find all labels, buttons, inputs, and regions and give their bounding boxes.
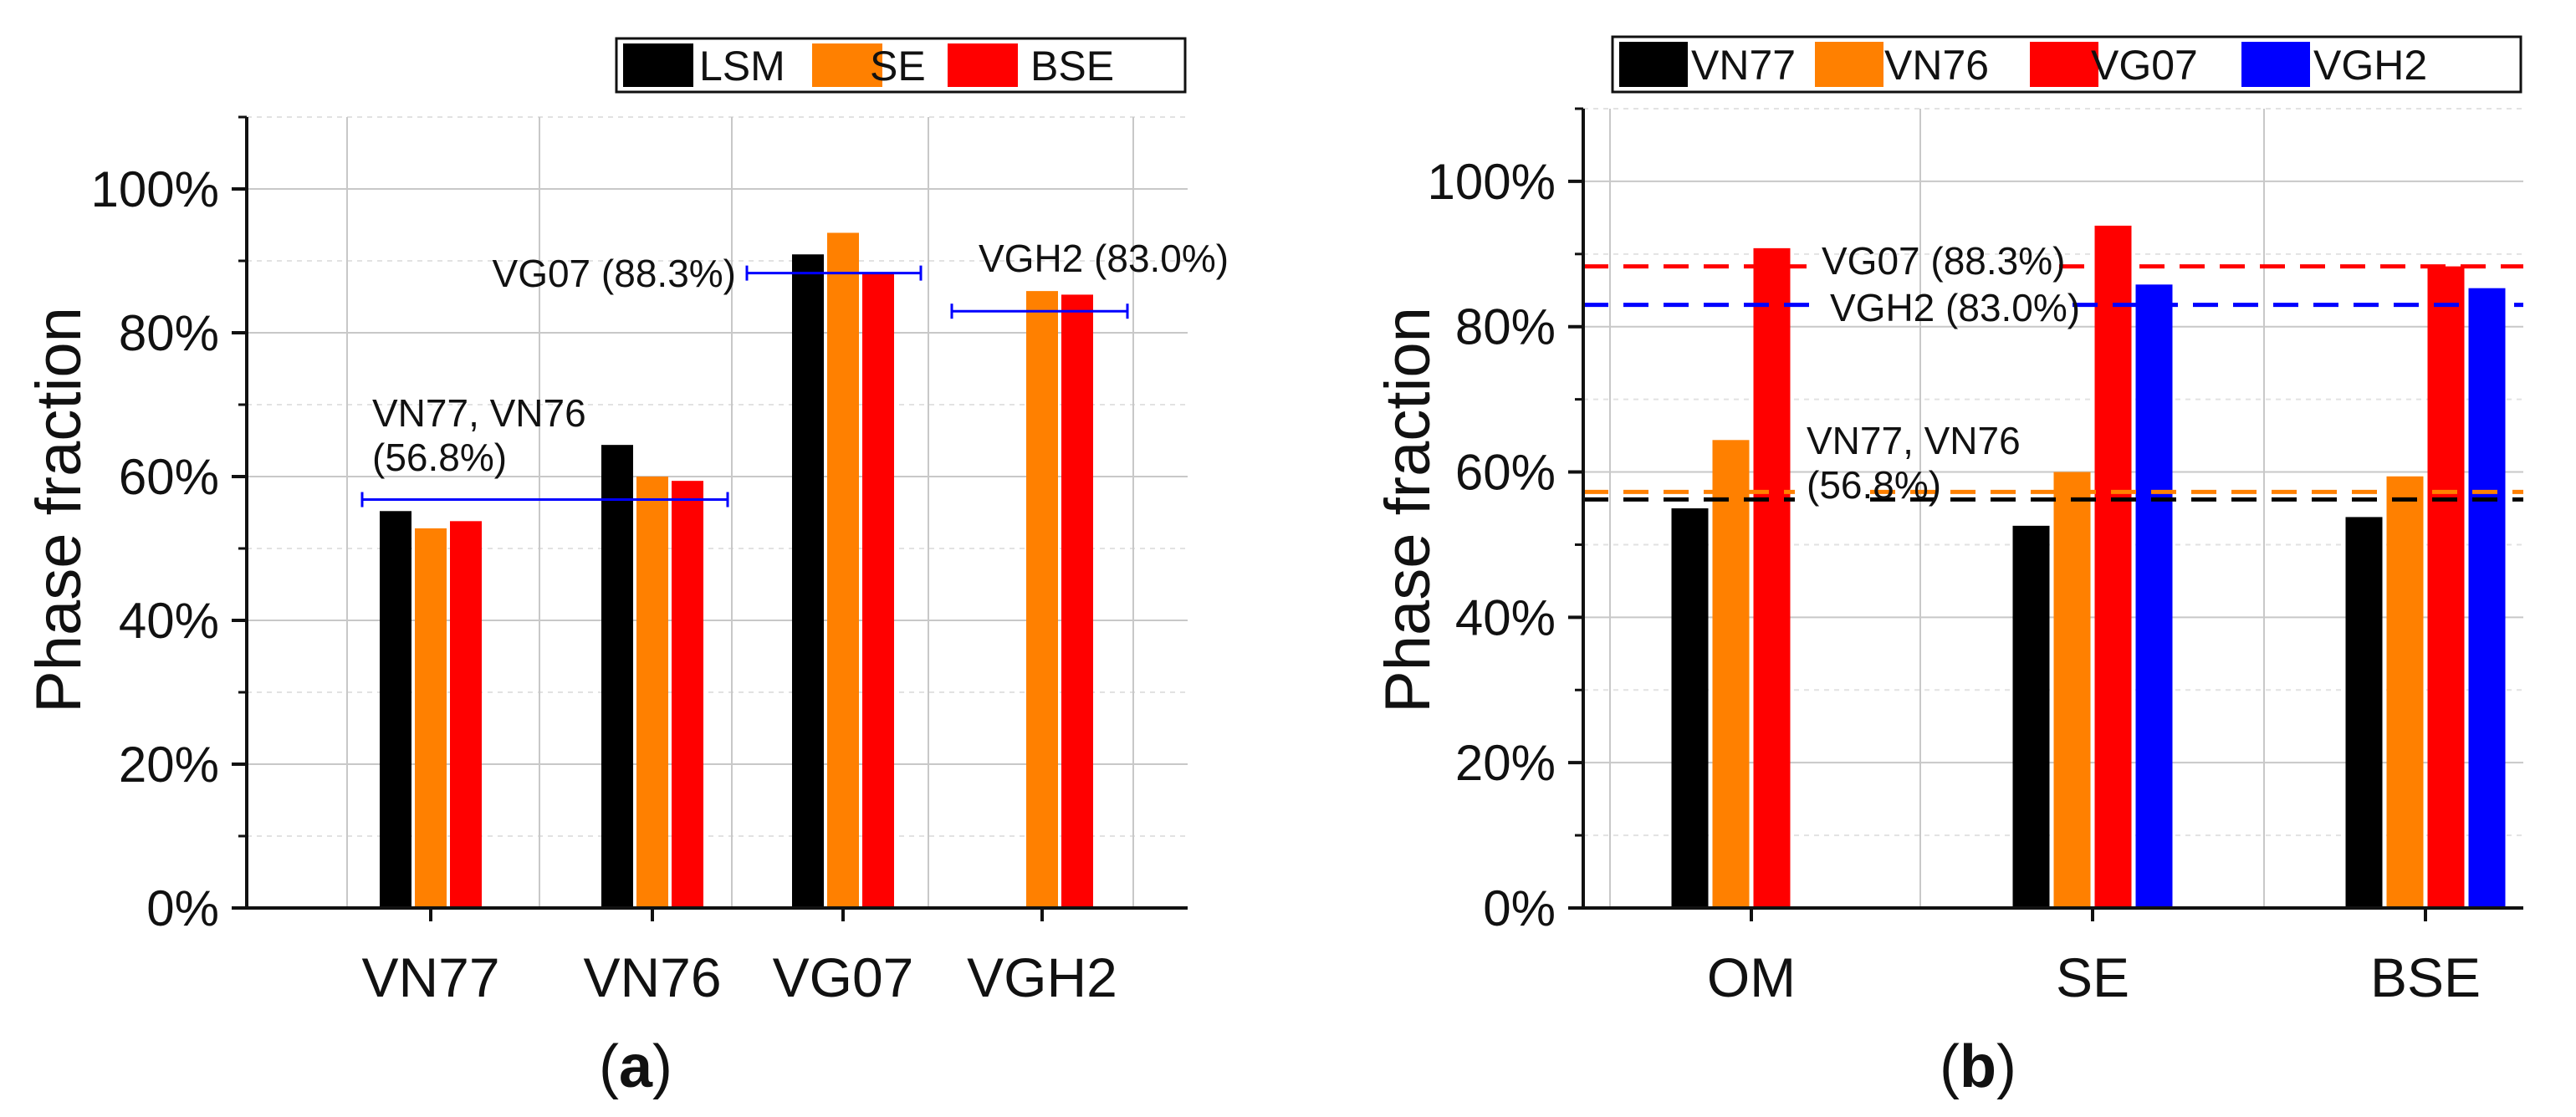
reference-line-label: (56.8%) xyxy=(1807,463,1941,507)
bar-vn77-bse xyxy=(2345,517,2383,908)
x-tick-label: VGH2 xyxy=(967,946,1117,1008)
y-tick-label: 60% xyxy=(119,449,219,505)
panel-label-letter: b xyxy=(1960,1033,1996,1100)
panel-label-close: ) xyxy=(1996,1033,2016,1100)
bar-vn76-se xyxy=(2053,472,2091,908)
x-tick-label: VN76 xyxy=(583,946,721,1008)
panel-label-open: ( xyxy=(599,1033,619,1100)
bar-vn76-om xyxy=(1712,440,1750,908)
legend-swatch-vgh2 xyxy=(2241,42,2310,87)
legend-swatch-vg07 xyxy=(2030,42,2098,87)
legend-label-bse: BSE xyxy=(1030,43,1114,89)
panel-label: (b) xyxy=(1940,1033,2016,1100)
bar-vgh2-bse xyxy=(2468,288,2506,908)
bar-lsm-vn76 xyxy=(601,445,633,908)
x-tick-label: BSE xyxy=(2370,946,2481,1008)
panel-label: (a) xyxy=(599,1033,672,1100)
bar-vn77-se xyxy=(2012,525,2050,908)
bar-vn76-bse xyxy=(2386,476,2424,908)
legend-box xyxy=(615,37,1187,94)
bar-bse-vn77 xyxy=(450,521,482,908)
y-axis-label: Phase fraction xyxy=(23,307,95,713)
reference-line-label: VG07 (88.3%) xyxy=(1822,239,2065,283)
reference-line-label: VN77, VN76 xyxy=(372,391,586,435)
y-tick-label: 40% xyxy=(119,593,219,649)
bar-bse-vn76 xyxy=(672,481,703,908)
legend-swatch-se xyxy=(812,43,882,87)
legend-label-vgh2: VGH2 xyxy=(2313,42,2427,89)
panel-label-open: ( xyxy=(1940,1033,1960,1100)
legend-label-se: SE xyxy=(870,43,926,89)
bar-vg07-se xyxy=(2094,225,2132,908)
y-tick-label: 40% xyxy=(1455,589,1556,645)
y-tick-label: 20% xyxy=(119,737,219,793)
y-tick-label: 0% xyxy=(1483,880,1556,936)
y-tick-label: 60% xyxy=(1455,445,1556,501)
y-tick-label: 80% xyxy=(1455,299,1556,355)
reference-line-label: VG07 (88.3%) xyxy=(493,252,736,295)
y-axis-label: Phase fraction xyxy=(1372,307,1444,713)
bar-vg07-om xyxy=(1753,247,1791,908)
reference-line-label: VGH2 (83.0%) xyxy=(979,237,1229,280)
bar-se-vn76 xyxy=(636,477,668,908)
legend-swatch-vn76 xyxy=(1815,42,1883,87)
bar-se-vg07 xyxy=(827,232,859,909)
legend-label-lsm: LSM xyxy=(699,43,785,89)
y-tick-label: 80% xyxy=(119,305,219,361)
chart-panel-a: VN77, VN76(56.8%) VG07 (88.3%) VGH2 (83.0%… xyxy=(23,37,1229,1100)
x-tick-label: OM xyxy=(1707,946,1796,1008)
x-tick-label: SE xyxy=(2056,946,2129,1008)
y-tick-label: 0% xyxy=(146,880,219,936)
bar-vg07-bse xyxy=(2427,266,2465,908)
y-tick-label: 100% xyxy=(91,161,219,217)
legend-swatch-lsm xyxy=(623,43,693,87)
bar-vn77-om xyxy=(1671,508,1709,908)
panel-label-close: ) xyxy=(652,1033,672,1100)
x-tick-label: VG07 xyxy=(773,946,914,1008)
reference-line-label: VGH2 (83.0%) xyxy=(1830,286,2080,329)
legend-swatch-bse xyxy=(948,43,1018,87)
legend-label-vg07: VG07 xyxy=(2091,42,2198,89)
reference-line-label: VN77, VN76 xyxy=(1807,419,2021,462)
bar-bse-vg07 xyxy=(862,273,894,908)
y-tick-label: 20% xyxy=(1455,735,1556,791)
legend-label-vn77: VN77 xyxy=(1691,42,1796,89)
bar-lsm-vn77 xyxy=(380,511,411,908)
bar-vgh2-se xyxy=(2135,284,2173,908)
chart-panel-b: VG07 (88.3%)VGH2 (83.0%) VN77, VN76(56.8%… xyxy=(1372,35,2523,1100)
y-tick-label: 100% xyxy=(1428,154,1556,210)
legend-label-vn76: VN76 xyxy=(1884,42,1989,89)
bar-se-vgh2 xyxy=(1026,291,1058,908)
legend-swatch-vn77 xyxy=(1619,42,1688,87)
bar-lsm-vg07 xyxy=(792,254,824,908)
bar-se-vn77 xyxy=(415,528,447,908)
x-tick-label: VN77 xyxy=(361,946,499,1008)
bar-bse-vgh2 xyxy=(1061,294,1093,908)
reference-line-label: (56.8%) xyxy=(372,436,507,479)
panel-label-letter: a xyxy=(619,1033,653,1100)
